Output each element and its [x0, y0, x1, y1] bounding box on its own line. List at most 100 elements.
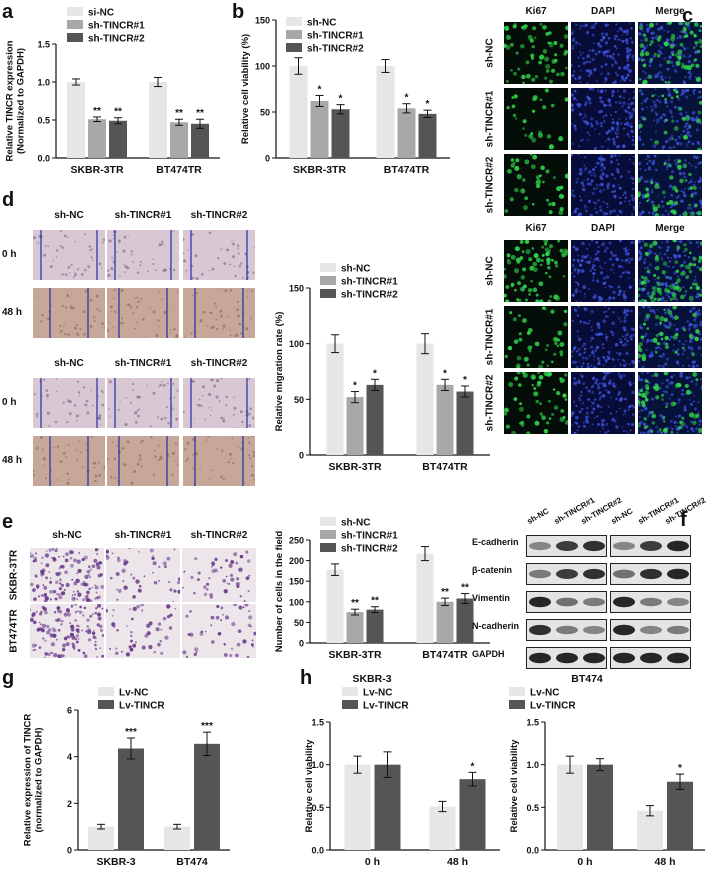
blot-band — [556, 652, 578, 664]
wound-image — [183, 230, 255, 280]
x-tick-label: SKBR-3TR — [293, 164, 347, 176]
blot-band — [667, 568, 689, 580]
cell — [515, 51, 519, 55]
cell — [616, 214, 619, 216]
bar — [418, 113, 437, 158]
cell — [155, 334, 159, 338]
cell — [649, 43, 652, 46]
blot-band — [583, 652, 605, 664]
cell — [627, 111, 632, 115]
cell — [83, 654, 88, 658]
cell — [236, 308, 239, 311]
cell — [585, 60, 588, 63]
cell — [554, 341, 558, 346]
cell — [683, 134, 688, 140]
cell — [638, 353, 642, 359]
legend-label: sh-NC — [341, 264, 370, 275]
cell — [247, 437, 250, 439]
cell — [49, 633, 54, 638]
cell — [157, 579, 160, 582]
cell — [589, 117, 594, 121]
cell-dots — [638, 306, 702, 368]
cell — [233, 406, 237, 410]
cell — [642, 33, 646, 37]
wound-edges — [40, 378, 98, 428]
cell — [66, 472, 69, 475]
cell — [660, 256, 663, 259]
cell — [628, 135, 631, 138]
cell — [576, 271, 580, 275]
cell — [46, 411, 50, 415]
cell — [688, 399, 691, 401]
cell — [593, 359, 595, 361]
blot-bands — [529, 624, 605, 636]
cell — [611, 418, 614, 422]
cell — [641, 193, 645, 197]
cell — [55, 593, 58, 596]
cell — [697, 96, 700, 99]
cell — [661, 398, 664, 401]
cell — [132, 389, 134, 391]
cell — [656, 281, 662, 287]
cell — [194, 254, 198, 258]
cell — [532, 95, 538, 101]
cell — [590, 401, 593, 404]
cell — [593, 268, 595, 271]
cell — [578, 398, 582, 402]
cell — [234, 274, 237, 278]
cell — [587, 398, 591, 401]
cell — [82, 582, 87, 587]
cell — [58, 595, 63, 600]
micrograph — [638, 240, 702, 302]
cell — [96, 553, 99, 555]
cell — [91, 631, 96, 635]
cell — [642, 422, 647, 427]
cell — [590, 336, 594, 340]
cell — [100, 322, 104, 325]
cell — [611, 269, 614, 271]
cell — [166, 604, 171, 609]
cell — [601, 35, 606, 40]
cell — [239, 323, 242, 326]
cell — [679, 178, 684, 184]
cell — [577, 306, 580, 308]
cell — [617, 292, 621, 296]
cell — [130, 639, 133, 643]
cell — [538, 375, 544, 380]
cell — [77, 592, 82, 597]
cell — [675, 254, 678, 257]
cell — [638, 211, 640, 215]
cell — [228, 582, 231, 585]
cell — [92, 629, 95, 632]
cell — [676, 298, 679, 302]
cell — [597, 259, 600, 262]
cell — [544, 88, 549, 93]
cell — [683, 243, 687, 247]
cell — [553, 295, 558, 300]
cell — [618, 95, 622, 98]
cell — [664, 283, 668, 287]
cell — [638, 190, 641, 196]
cell — [582, 362, 585, 365]
cell — [590, 405, 593, 408]
cell — [56, 479, 59, 481]
cell — [54, 572, 57, 575]
cell — [660, 337, 664, 341]
cell — [91, 564, 96, 569]
cell — [684, 125, 687, 128]
cell — [602, 356, 606, 360]
cell — [601, 343, 604, 346]
cell — [533, 253, 539, 259]
cell — [124, 422, 128, 426]
cell — [215, 318, 218, 321]
cell — [147, 270, 150, 273]
cell — [629, 79, 632, 82]
cell — [76, 380, 79, 383]
cell — [625, 332, 629, 336]
cell — [671, 316, 675, 320]
cell — [579, 290, 582, 293]
cell — [656, 34, 658, 37]
cell — [161, 240, 164, 243]
cell — [694, 165, 698, 169]
cell — [632, 143, 635, 146]
